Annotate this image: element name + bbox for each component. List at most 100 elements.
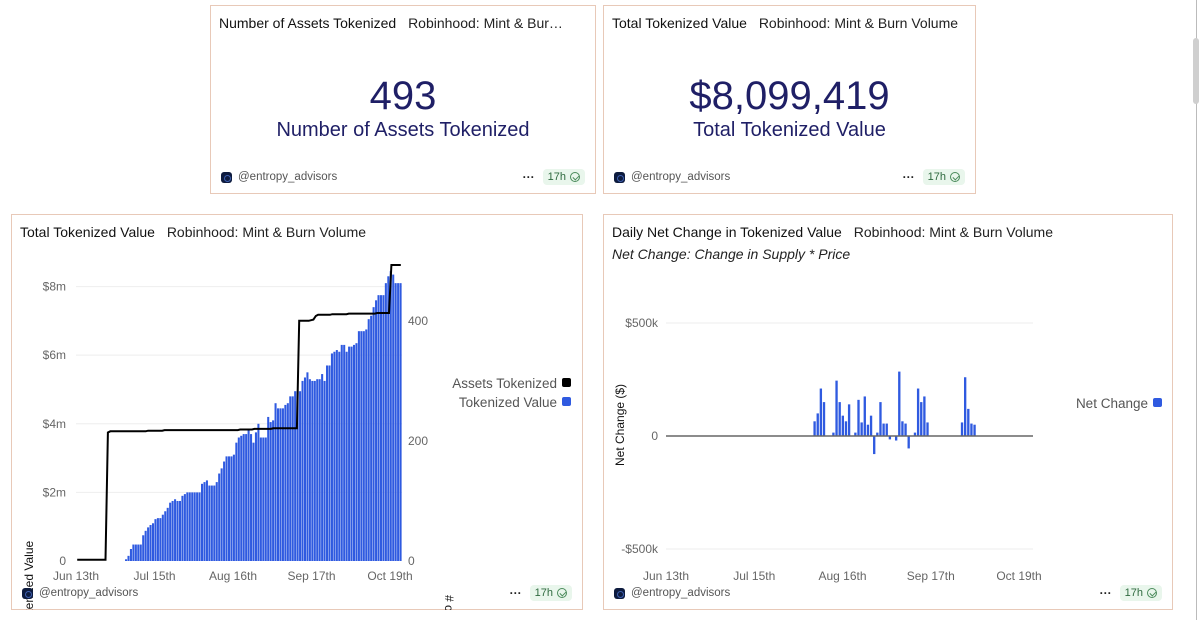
value-bar[interactable]	[345, 351, 348, 561]
value-bar[interactable]	[313, 380, 316, 561]
value-bar[interactable]	[333, 351, 336, 561]
net-change-bar[interactable]	[901, 421, 904, 436]
value-bar[interactable]	[125, 559, 128, 561]
value-bar[interactable]	[176, 500, 179, 561]
net-change-bar[interactable]	[873, 436, 876, 455]
value-bar[interactable]	[215, 482, 218, 561]
net-change-bar[interactable]	[894, 436, 898, 441]
net-change-bar[interactable]	[967, 408, 970, 436]
net-change-bar[interactable]	[963, 377, 967, 436]
net-change-bar[interactable]	[913, 432, 917, 436]
value-bar[interactable]	[328, 365, 331, 561]
value-bar[interactable]	[232, 454, 235, 561]
net-change-bar[interactable]	[885, 423, 888, 436]
value-bar[interactable]	[284, 404, 287, 561]
card-source[interactable]: Robinhood: Mint & Burn Volume	[166, 224, 367, 240]
net-change-bar[interactable]	[835, 380, 838, 436]
value-bar[interactable]	[340, 344, 343, 561]
value-bar[interactable]	[318, 379, 321, 561]
value-bar[interactable]	[218, 473, 221, 561]
net-change-bar[interactable]	[916, 388, 920, 436]
value-bar[interactable]	[269, 422, 272, 561]
value-bar[interactable]	[281, 408, 284, 561]
value-bar[interactable]	[289, 396, 292, 561]
value-bar[interactable]	[279, 408, 282, 561]
card-source[interactable]: Robinhood: Mint & Burn Volume	[758, 15, 959, 31]
net-change-bar[interactable]	[857, 399, 860, 436]
value-bar[interactable]	[301, 380, 304, 561]
net-change-bar[interactable]	[816, 413, 819, 436]
value-bar[interactable]	[235, 442, 238, 561]
value-bar[interactable]	[254, 432, 257, 561]
value-bar[interactable]	[225, 456, 228, 561]
net-change-bar[interactable]	[920, 402, 923, 436]
net-change-bar[interactable]	[847, 404, 851, 436]
net-change-bar[interactable]	[960, 422, 964, 436]
net-change-bar[interactable]	[970, 423, 973, 436]
more-options-icon[interactable]: ···	[522, 170, 535, 184]
value-bar[interactable]	[262, 437, 265, 561]
net-change-bar[interactable]	[860, 422, 863, 436]
value-bar[interactable]	[323, 380, 326, 561]
more-options-icon[interactable]: ···	[1099, 586, 1112, 600]
value-bar[interactable]	[156, 518, 159, 561]
value-bar[interactable]	[257, 423, 260, 561]
value-bar[interactable]	[208, 485, 211, 561]
value-bar[interactable]	[311, 380, 314, 561]
value-bar[interactable]	[230, 456, 233, 561]
value-bar[interactable]	[276, 408, 280, 561]
author-link[interactable]: @entropy_advisors	[614, 171, 730, 183]
value-bar[interactable]	[352, 344, 356, 561]
value-bar[interactable]	[392, 274, 395, 561]
author-name[interactable]: @entropy_advisors	[631, 587, 731, 599]
value-bar[interactable]	[142, 535, 145, 561]
page-scrollbar-thumb[interactable]	[1193, 38, 1199, 104]
value-bar[interactable]	[223, 461, 226, 561]
value-bar[interactable]	[164, 511, 167, 561]
net-change-bar[interactable]	[813, 421, 816, 436]
net-change-bar[interactable]	[882, 423, 885, 436]
value-bar[interactable]	[338, 351, 341, 561]
card-source[interactable]: Robinhood: Mint & Burn Volume	[853, 224, 1053, 240]
value-bar[interactable]	[188, 492, 191, 561]
value-bar[interactable]	[205, 480, 208, 561]
value-bar[interactable]	[201, 483, 204, 561]
value-bar[interactable]	[372, 307, 375, 561]
refresh-status-badge[interactable]: 17h	[922, 169, 965, 185]
value-bar[interactable]	[154, 519, 157, 561]
value-bar[interactable]	[213, 485, 216, 561]
value-bar[interactable]	[203, 482, 206, 561]
net-change-bar[interactable]	[907, 436, 910, 449]
value-bar[interactable]	[360, 331, 363, 561]
value-bar[interactable]	[291, 396, 294, 561]
net-change-bar[interactable]	[923, 396, 926, 436]
card-title[interactable]: Daily Net Change in Tokenized Value	[612, 224, 842, 240]
value-bar[interactable]	[259, 437, 262, 561]
value-bar[interactable]	[169, 502, 172, 561]
value-bar[interactable]	[178, 500, 181, 561]
refresh-status-badge[interactable]: 17h	[1119, 585, 1162, 601]
value-bar[interactable]	[296, 391, 299, 561]
value-bar[interactable]	[294, 391, 297, 561]
author-link[interactable]: @entropy_advisors	[614, 587, 730, 599]
value-bar[interactable]	[387, 276, 390, 561]
value-bar[interactable]	[242, 434, 245, 561]
net-change-bar[interactable]	[822, 402, 826, 436]
value-bar[interactable]	[382, 295, 385, 561]
legend-label-net-change[interactable]: Net Change	[1076, 396, 1148, 411]
value-bar[interactable]	[139, 544, 142, 561]
value-bar[interactable]	[245, 434, 248, 561]
value-bar[interactable]	[272, 420, 275, 561]
value-bar[interactable]	[149, 524, 152, 561]
value-bar[interactable]	[274, 403, 277, 561]
value-bar[interactable]	[144, 530, 147, 561]
value-bar[interactable]	[365, 329, 368, 561]
value-bar[interactable]	[286, 403, 289, 561]
value-bar[interactable]	[198, 492, 201, 561]
value-bar[interactable]	[306, 372, 309, 561]
value-bar[interactable]	[377, 295, 380, 561]
author-name[interactable]: @entropy_advisors	[39, 587, 139, 599]
value-bar[interactable]	[394, 283, 397, 561]
value-bar[interactable]	[299, 391, 302, 561]
more-options-icon[interactable]: ···	[509, 586, 522, 600]
